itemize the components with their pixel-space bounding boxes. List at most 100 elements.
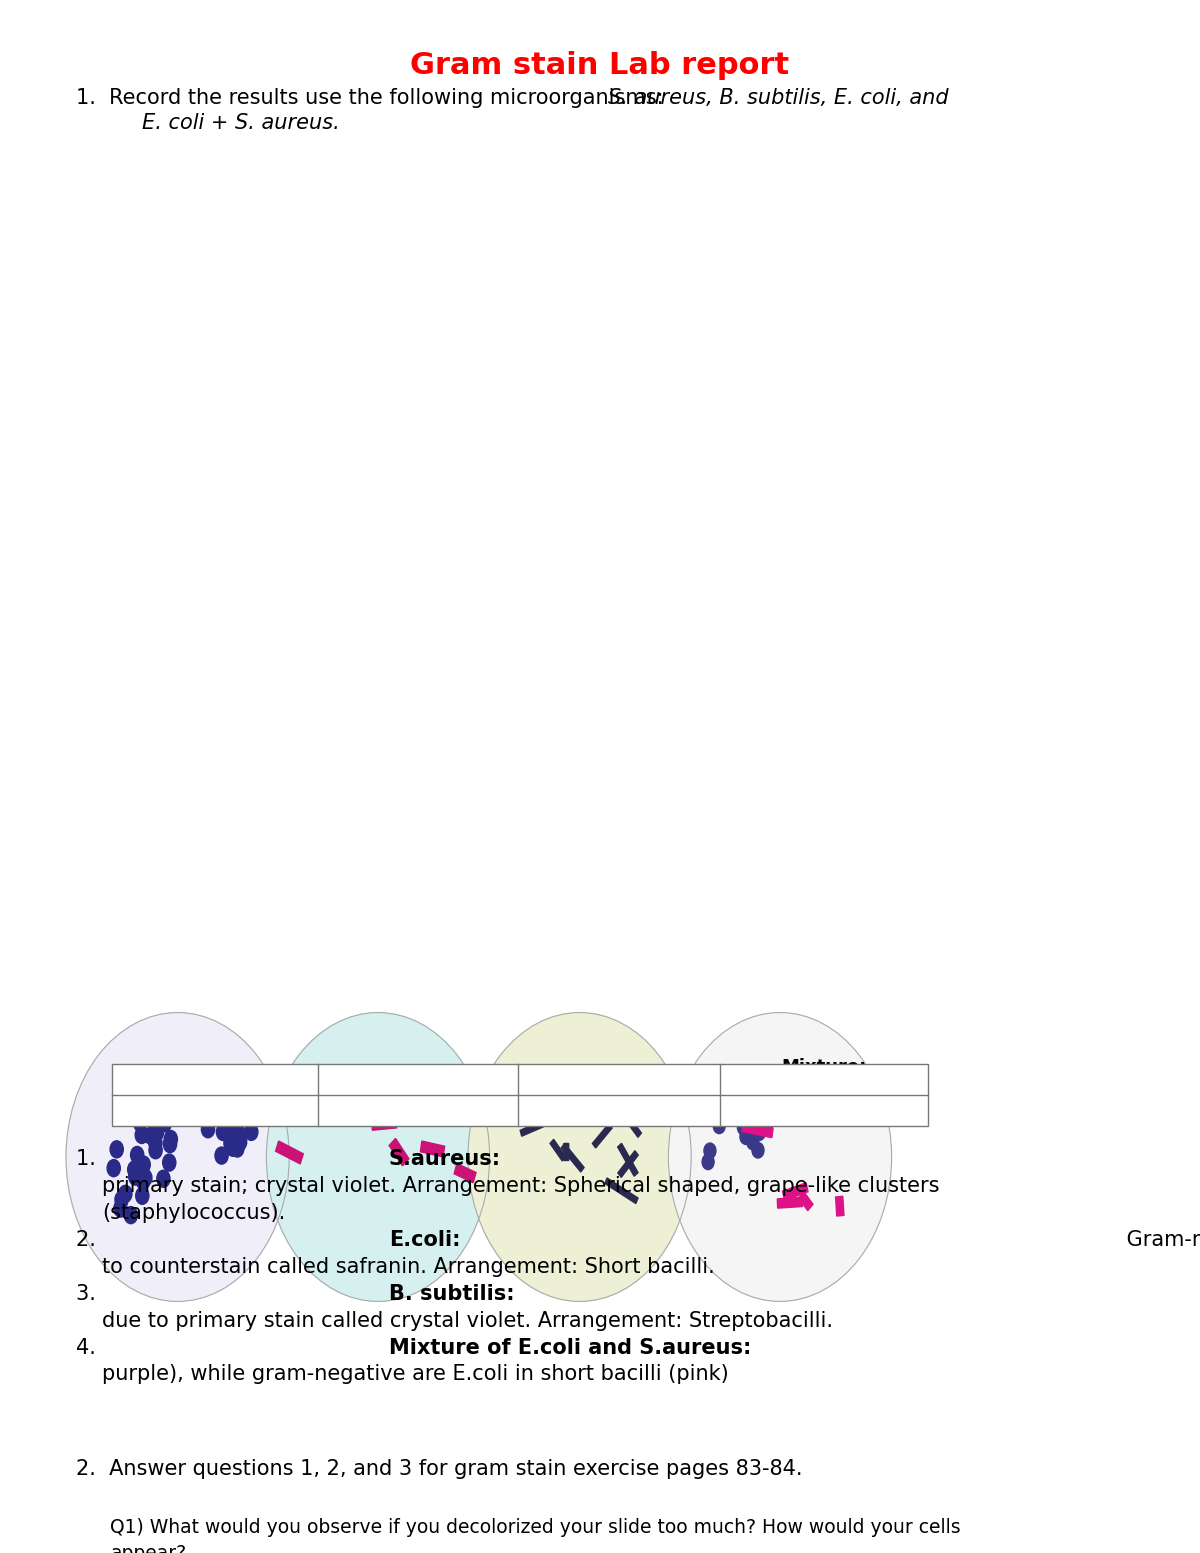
Circle shape bbox=[115, 1191, 128, 1208]
Text: 1.: 1. bbox=[76, 1149, 102, 1169]
Circle shape bbox=[136, 1186, 149, 1204]
Circle shape bbox=[144, 1127, 157, 1145]
Text: S.aureus:: S.aureus: bbox=[389, 1149, 500, 1169]
Circle shape bbox=[216, 1096, 229, 1114]
Circle shape bbox=[223, 1089, 236, 1106]
Text: due to primary stain called crystal violet. Arrangement: Streptobacilli.: due to primary stain called crystal viol… bbox=[102, 1311, 833, 1331]
Circle shape bbox=[114, 1200, 127, 1218]
Circle shape bbox=[713, 1118, 725, 1134]
Circle shape bbox=[224, 1135, 238, 1152]
FancyArrow shape bbox=[742, 1110, 760, 1132]
Text: B. subtilis: B. subtilis bbox=[576, 1070, 662, 1089]
Text: (staphylococcus).: (staphylococcus). bbox=[102, 1204, 286, 1224]
Text: E.coli and S. aureus: E.coli and S. aureus bbox=[734, 1082, 913, 1101]
Circle shape bbox=[164, 1131, 178, 1148]
Circle shape bbox=[194, 1079, 208, 1096]
Circle shape bbox=[215, 1148, 228, 1165]
Circle shape bbox=[163, 1154, 176, 1171]
FancyArrow shape bbox=[372, 1117, 397, 1131]
Circle shape bbox=[223, 1120, 236, 1137]
FancyArrow shape bbox=[742, 1123, 773, 1138]
FancyArrow shape bbox=[620, 1109, 642, 1137]
Circle shape bbox=[740, 1103, 752, 1118]
FancyArrow shape bbox=[782, 1183, 808, 1200]
Circle shape bbox=[709, 1109, 721, 1124]
Circle shape bbox=[221, 1126, 234, 1143]
Circle shape bbox=[752, 1143, 764, 1159]
Circle shape bbox=[131, 1146, 144, 1163]
Circle shape bbox=[468, 1013, 691, 1301]
Circle shape bbox=[110, 1141, 124, 1159]
Circle shape bbox=[704, 1143, 716, 1159]
Circle shape bbox=[746, 1134, 758, 1149]
Circle shape bbox=[156, 1110, 169, 1127]
Circle shape bbox=[127, 1162, 140, 1179]
Text: Mixture of E.coli and S.aureus:: Mixture of E.coli and S.aureus: bbox=[389, 1337, 751, 1357]
Text: B. subtilis:: B. subtilis: bbox=[389, 1284, 515, 1305]
Circle shape bbox=[232, 1124, 245, 1141]
FancyArrow shape bbox=[564, 1143, 569, 1160]
Circle shape bbox=[217, 1112, 230, 1129]
FancyArrow shape bbox=[571, 1086, 598, 1110]
Circle shape bbox=[266, 1013, 490, 1301]
Circle shape bbox=[145, 1101, 158, 1118]
FancyArrow shape bbox=[618, 1143, 638, 1176]
Circle shape bbox=[150, 1124, 163, 1141]
Circle shape bbox=[139, 1169, 152, 1186]
Text: E. coli + S. aureus.: E. coli + S. aureus. bbox=[142, 113, 340, 134]
Circle shape bbox=[202, 1121, 215, 1138]
Circle shape bbox=[761, 1101, 773, 1117]
FancyArrow shape bbox=[562, 1143, 584, 1173]
Circle shape bbox=[149, 1141, 162, 1159]
Circle shape bbox=[205, 1098, 218, 1115]
FancyArrow shape bbox=[593, 1123, 612, 1148]
FancyArrow shape bbox=[835, 1196, 844, 1216]
Circle shape bbox=[668, 1013, 892, 1301]
Text: Q1) What would you observe if you decolorized your slide too much? How would you: Q1) What would you observe if you decolo… bbox=[110, 1517, 961, 1537]
Circle shape bbox=[245, 1123, 258, 1140]
Text: 1.  Record the results use the following microorganisms:: 1. Record the results use the following … bbox=[76, 89, 670, 107]
FancyArrow shape bbox=[618, 1151, 638, 1177]
Circle shape bbox=[158, 1115, 172, 1132]
FancyArrow shape bbox=[520, 1117, 552, 1137]
Circle shape bbox=[234, 1095, 247, 1112]
Circle shape bbox=[137, 1155, 150, 1173]
Circle shape bbox=[149, 1134, 162, 1151]
Circle shape bbox=[733, 1107, 745, 1123]
Text: 2.  Answer questions 1, 2, and 3 for gram stain exercise pages 83-84.: 2. Answer questions 1, 2, and 3 for gram… bbox=[76, 1458, 802, 1478]
Circle shape bbox=[66, 1013, 289, 1301]
Circle shape bbox=[157, 1110, 170, 1127]
Circle shape bbox=[230, 1140, 244, 1157]
Circle shape bbox=[215, 1087, 228, 1104]
FancyArrow shape bbox=[604, 1101, 630, 1123]
Text: Gram stain Lab report: Gram stain Lab report bbox=[410, 51, 790, 79]
Text: purple), while gram-negative are E.coli in short bacilli (pink): purple), while gram-negative are E.coli … bbox=[102, 1365, 728, 1384]
Circle shape bbox=[136, 1126, 149, 1143]
Circle shape bbox=[119, 1185, 132, 1202]
Circle shape bbox=[737, 1120, 749, 1135]
Circle shape bbox=[215, 1096, 228, 1114]
Circle shape bbox=[726, 1090, 738, 1106]
FancyArrow shape bbox=[349, 1081, 361, 1104]
Circle shape bbox=[731, 1090, 743, 1106]
Circle shape bbox=[740, 1129, 752, 1145]
FancyArrow shape bbox=[605, 1179, 638, 1204]
FancyArrow shape bbox=[798, 1191, 812, 1211]
Circle shape bbox=[107, 1160, 120, 1177]
Text: to counterstain called safranin. Arrangement: Short bacilli.: to counterstain called safranin. Arrange… bbox=[102, 1256, 715, 1277]
Text: E.coli:: E.coli: bbox=[389, 1230, 461, 1250]
Text: Gram-negative, thus pink colored stain occurred in gram-stain. Pink color is due: Gram-negative, thus pink colored stain o… bbox=[1120, 1230, 1200, 1250]
Text: 4.: 4. bbox=[76, 1337, 102, 1357]
Circle shape bbox=[216, 1123, 229, 1140]
Circle shape bbox=[702, 1154, 714, 1169]
Circle shape bbox=[151, 1087, 164, 1104]
FancyArrow shape bbox=[276, 1141, 304, 1163]
Text: S. aureus: S. aureus bbox=[173, 1070, 257, 1089]
Text: S. aureus, B. subtilis, E. coli, and: S. aureus, B. subtilis, E. coli, and bbox=[608, 89, 949, 107]
Circle shape bbox=[749, 1087, 761, 1103]
Circle shape bbox=[158, 1109, 172, 1126]
FancyArrow shape bbox=[778, 1197, 803, 1208]
Circle shape bbox=[163, 1135, 176, 1152]
Text: E. coli: E. coli bbox=[391, 1070, 445, 1089]
Circle shape bbox=[754, 1089, 766, 1104]
